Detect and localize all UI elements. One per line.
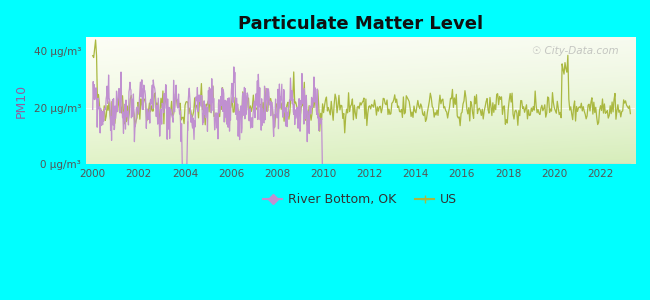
Title: Particulate Matter Level: Particulate Matter Level bbox=[238, 15, 483, 33]
Y-axis label: PM10: PM10 bbox=[15, 84, 28, 118]
Text: ☉ City-Data.com: ☉ City-Data.com bbox=[532, 46, 619, 56]
Legend: River Bottom, OK, US: River Bottom, OK, US bbox=[258, 188, 462, 211]
